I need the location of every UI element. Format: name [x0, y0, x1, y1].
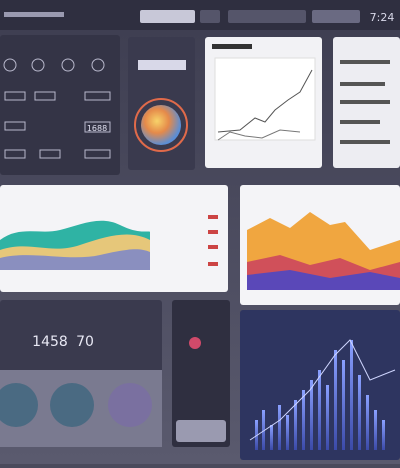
- gauge: [108, 383, 152, 427]
- clock: 7:24: [370, 11, 395, 24]
- panel: [172, 300, 230, 447]
- icons: [3, 58, 111, 159]
- area: [247, 270, 400, 290]
- chart-area: [214, 57, 316, 141]
- list: [340, 60, 390, 144]
- line: [217, 69, 313, 133]
- ring: [134, 98, 188, 152]
- tab[interactable]: [200, 10, 220, 23]
- dot: [189, 337, 201, 349]
- tab[interactable]: [140, 10, 195, 23]
- label: [138, 60, 186, 70]
- line: [217, 129, 301, 141]
- metric: 1458: [32, 334, 68, 350]
- area: [0, 249, 150, 270]
- bars: [255, 340, 385, 450]
- panel: [128, 37, 195, 170]
- legend: [208, 215, 218, 266]
- orb: [141, 105, 181, 145]
- gauge: [0, 383, 38, 427]
- gauge: [50, 383, 94, 427]
- button[interactable]: [176, 420, 226, 442]
- metric: 1688: [87, 124, 107, 133]
- app-title: [4, 12, 64, 17]
- trend-line: [249, 339, 396, 441]
- panel: [0, 35, 120, 175]
- tab[interactable]: [312, 10, 360, 23]
- card-title: [212, 44, 252, 49]
- tab[interactable]: [228, 10, 306, 23]
- metric: 70: [76, 334, 94, 350]
